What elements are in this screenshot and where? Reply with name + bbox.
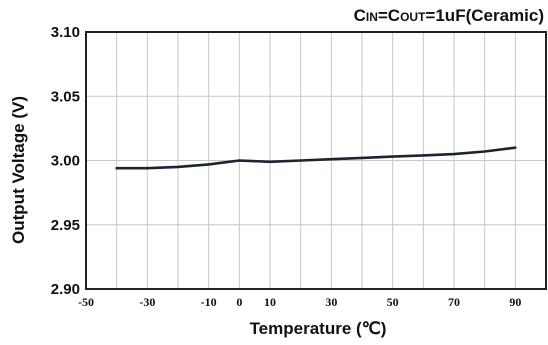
condition-value: =1uF(Ceramic) (425, 6, 544, 25)
y-axis-title: Output Voltage (V) (9, 96, 28, 244)
x-tick-label: 0 (236, 295, 242, 309)
x-tick-label: 70 (448, 295, 460, 309)
y-tick-label: 3.10 (51, 24, 80, 41)
condition-cout-sub: OUT (400, 10, 426, 24)
x-tick-label: -50 (78, 295, 94, 309)
condition-cin-sub: IN (366, 10, 378, 24)
condition-cin-letter: C (354, 6, 366, 25)
plot-area-frame (85, 31, 547, 290)
condition-equals: = (378, 6, 388, 25)
series-group (115, 146, 517, 170)
x-tick-label: 10 (264, 295, 276, 309)
test-condition: CIN=COUT=1uF(Ceramic) (354, 6, 544, 25)
y-tick-label: 2.95 (51, 217, 80, 234)
x-tick-label: -10 (201, 295, 217, 309)
x-tick-labels: -50 -30 -10 0 10 30 50 70 90 (78, 295, 521, 309)
x-tick-label: -30 (139, 295, 155, 309)
condition-cout-letter: C (388, 6, 400, 25)
x-tick-label: 50 (387, 295, 399, 309)
y-tick-label: 2.90 (51, 281, 80, 298)
x-tick-label: 30 (325, 295, 337, 309)
y-tick-label: 3.05 (51, 88, 80, 105)
y-tick-label: 3.00 (51, 153, 80, 170)
x-tick-label: 90 (509, 295, 521, 309)
y-tick-labels: 2.90 2.95 3.00 3.05 3.10 (51, 24, 80, 298)
series-line (115, 146, 517, 170)
x-axis-title: Temperature (℃) (250, 319, 387, 338)
